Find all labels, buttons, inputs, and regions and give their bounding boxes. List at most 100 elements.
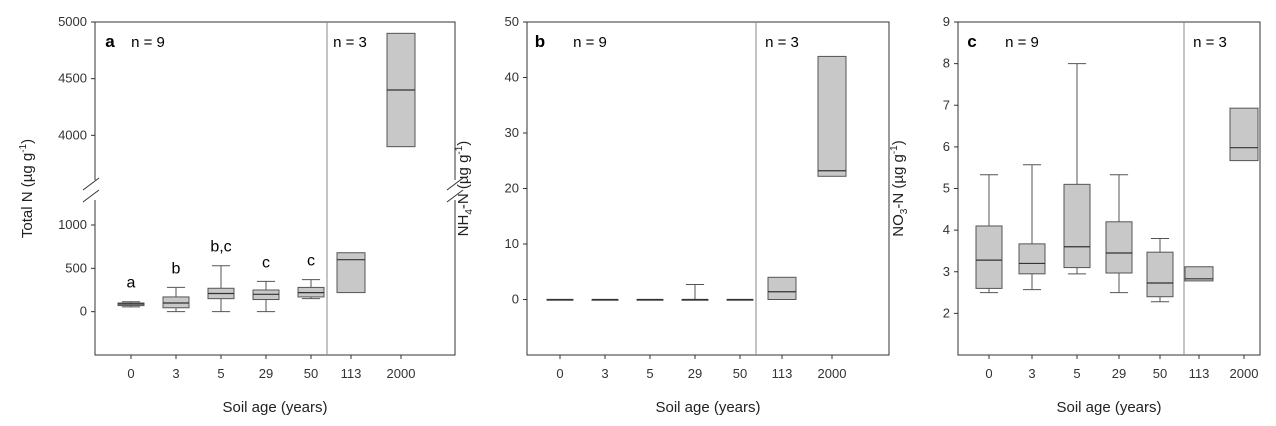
box-3-box — [1018, 243, 1046, 275]
y-tick-label: 4500 — [58, 71, 87, 86]
axis-break-mark — [446, 177, 464, 191]
y-tick-label: 1000 — [58, 217, 87, 232]
axis-break-mask — [445, 180, 467, 200]
x-tick-label: 29 — [688, 366, 702, 381]
y-axis-label-part: ) — [19, 139, 36, 144]
box-50 — [1146, 237, 1174, 303]
box-5: b,c — [207, 239, 235, 313]
axis-break-mark — [82, 177, 100, 191]
box-2000 — [1229, 107, 1259, 162]
x-tick-label: 29 — [259, 366, 273, 381]
y-axis-label-part: ) — [890, 140, 907, 145]
box-3 — [591, 298, 619, 301]
n-label: n = 3 — [765, 34, 799, 51]
n-label: n = 9 — [573, 34, 607, 51]
y-tick-label: 30 — [505, 125, 519, 140]
significance-label: c — [262, 254, 270, 271]
y-tick-label: 9 — [943, 14, 950, 29]
significance-label: b,c — [210, 239, 231, 256]
y-axis-label-part: 4 — [464, 209, 475, 215]
box-29 — [681, 284, 709, 301]
box-3: b — [162, 260, 190, 313]
box-5 — [636, 298, 664, 301]
box-0: a — [117, 275, 145, 308]
box-0 — [546, 298, 574, 301]
y-tick-label: 10 — [505, 236, 519, 251]
panel-a: 0 500 1000 4000 4500 5000 0 3 5 29 50 113 2000 a b b,c c… — [18, 14, 467, 416]
y-tick-label: 0 — [512, 292, 519, 307]
n-label: n = 9 — [131, 34, 165, 51]
x-tick-label: 113 — [341, 366, 362, 381]
y-axis-label-part: -1 — [889, 145, 900, 154]
significance-label: a — [127, 275, 136, 292]
y-axis-label-part: Total N (µg g — [19, 153, 36, 238]
panel-letter: b — [535, 32, 545, 51]
y-tick-label: 3 — [943, 264, 950, 279]
x-tick-label: 2000 — [1230, 366, 1259, 381]
y-tick-label: 5000 — [58, 14, 87, 29]
panel-letter: a — [105, 32, 115, 51]
panel-letter: c — [967, 32, 976, 51]
x-tick-label: 50 — [1153, 366, 1167, 381]
y-axis-label-part: -N (µg g — [455, 155, 472, 210]
y-tick-label: 6 — [943, 139, 950, 154]
box-2000 — [817, 55, 847, 177]
box-0 — [975, 174, 1003, 294]
x-tick-label: 5 — [1073, 366, 1080, 381]
box-113-box — [767, 276, 797, 300]
y-tick-label: 5 — [943, 181, 950, 196]
box-50: c — [297, 253, 325, 300]
x-tick-label: 3 — [1028, 366, 1035, 381]
x-tick-label: 5 — [217, 366, 224, 381]
box-5-box — [1063, 183, 1091, 269]
box-113 — [336, 252, 366, 294]
y-tick-label: 4 — [943, 222, 950, 237]
box-50-box — [1146, 251, 1174, 298]
n-label: n = 3 — [333, 34, 367, 51]
y-tick-label: 20 — [505, 181, 519, 196]
x-tick-label: 0 — [985, 366, 992, 381]
x-tick-label: 29 — [1112, 366, 1126, 381]
y-axis-label-part: 3 — [899, 208, 910, 214]
panel-c: 2 3 4 5 6 7 8 9 0 3 5 29 50 113 2000 c n = 9 n = 3 Soil ag… — [889, 14, 1261, 416]
n-label: n = 9 — [1005, 34, 1039, 51]
axis-break-mark — [446, 189, 464, 203]
x-tick-label: 2000 — [387, 366, 416, 381]
significance-label: c — [307, 253, 315, 270]
y-axis-label-part: ) — [455, 141, 472, 146]
box-113 — [767, 276, 797, 300]
n-label: n = 3 — [1193, 34, 1227, 51]
x-tick-label: 50 — [733, 366, 747, 381]
y-tick-label: 50 — [505, 14, 519, 29]
y-tick-label: 8 — [943, 56, 950, 71]
box-29-box — [1105, 221, 1133, 274]
box-113-box — [336, 252, 366, 294]
x-tick-label: 113 — [772, 366, 793, 381]
axis-break-mark — [82, 189, 100, 203]
x-tick-label: 3 — [172, 366, 179, 381]
y-tick-label: 40 — [505, 70, 519, 85]
box-3 — [1018, 164, 1046, 291]
x-tick-label: 113 — [1189, 366, 1210, 381]
box-2000 — [386, 32, 416, 148]
x-axis-label: Soil age (years) — [1056, 399, 1161, 416]
box-2000-box — [817, 55, 847, 177]
significance-label: b — [172, 260, 181, 277]
x-axis-label: Soil age (years) — [222, 399, 327, 416]
box-5 — [1063, 63, 1091, 275]
y-axis-label-part: -1 — [18, 143, 29, 152]
box-113-box — [1184, 266, 1214, 282]
x-tick-label: 5 — [646, 366, 653, 381]
x-tick-label: 50 — [304, 366, 318, 381]
x-tick-label: 3 — [601, 366, 608, 381]
x-axis-label: Soil age (years) — [655, 399, 760, 416]
box-29: c — [252, 254, 280, 313]
box-3-box — [162, 296, 190, 309]
y-tick-label: 0 — [80, 304, 87, 319]
y-axis-label-part: -N (µg g — [890, 154, 907, 209]
box-0-box — [975, 225, 1003, 289]
y-axis-label-part: NO — [890, 214, 907, 237]
y-tick-label: 2 — [943, 305, 950, 320]
y-tick-label: 500 — [65, 260, 87, 275]
axis-break-mask — [81, 180, 103, 200]
